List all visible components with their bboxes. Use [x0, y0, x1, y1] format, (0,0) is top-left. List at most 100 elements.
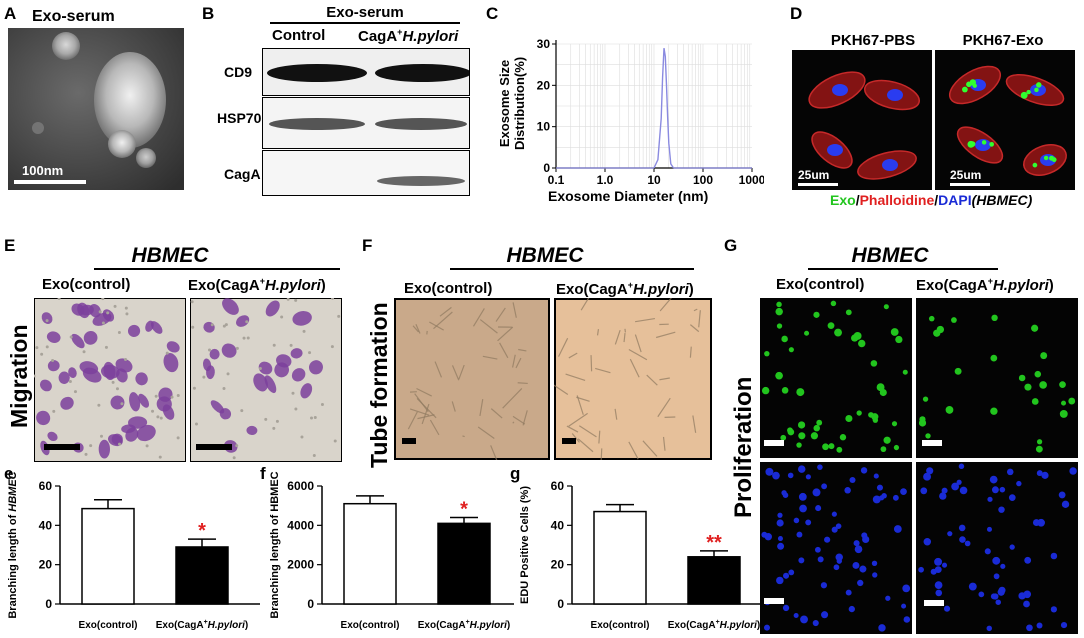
migrated-cell: [206, 365, 215, 380]
nucleus: [995, 599, 1001, 605]
y-tick-label: 0: [557, 597, 564, 611]
panelG-header: HBMEC: [851, 244, 929, 267]
nucleus: [901, 603, 907, 609]
nucleus: [845, 589, 852, 596]
nucleus: [885, 595, 891, 601]
nucleus: [922, 396, 929, 402]
cell-nucleus: [887, 89, 903, 101]
membrane-pore: [124, 357, 128, 361]
tube-cagA-image: [554, 298, 712, 460]
membrane-pore: [125, 312, 129, 316]
tube-branch: [429, 419, 440, 436]
membrane-pore: [309, 416, 313, 420]
nucleus: [861, 532, 868, 539]
nucleus: [926, 467, 934, 475]
tube-branch: [571, 433, 580, 443]
panelG-scale-bar-1: [764, 440, 784, 446]
nucleus: [845, 309, 852, 316]
nucleus: [796, 531, 803, 538]
migrated-cell: [60, 396, 74, 410]
nucleus: [923, 472, 932, 481]
y-tick-label: 2000: [287, 558, 314, 572]
nucleus: [939, 492, 947, 500]
nucleus: [821, 611, 829, 619]
nucleus: [934, 581, 943, 590]
tube-branch: [517, 382, 528, 385]
cell-nucleus: [827, 144, 843, 156]
membrane-pore: [308, 351, 312, 355]
x-tick-label: 1000: [739, 173, 764, 187]
nucleus: [761, 386, 770, 395]
nucleus: [787, 428, 795, 436]
nucleus: [836, 446, 843, 453]
nucleus: [928, 315, 935, 322]
panelE-col1: Exo(control): [42, 276, 131, 293]
membrane-pore: [264, 417, 268, 421]
membrane-pore: [240, 409, 244, 413]
tube-branch: [407, 411, 418, 430]
membrane-pore: [258, 367, 262, 371]
tube-branch: [623, 333, 626, 343]
panelF-scale-bar-2: [562, 438, 576, 444]
nucleus: [1018, 592, 1026, 600]
nucleus: [935, 589, 943, 597]
membrane-pore: [210, 323, 214, 327]
nucleus: [991, 314, 998, 322]
panelD-scale-bar-1: [798, 183, 838, 186]
tube-branch: [451, 365, 460, 381]
nucleus: [1069, 467, 1077, 475]
nucleus: [880, 446, 887, 453]
tube-branch: [415, 324, 421, 334]
nucleus: [984, 548, 991, 555]
tube-branch: [692, 415, 697, 433]
nucleus: [805, 474, 811, 480]
nucleus: [1058, 491, 1066, 499]
membrane-pore: [82, 350, 86, 354]
nucleus: [836, 558, 842, 564]
nucleus: [891, 421, 898, 427]
nucleus: [903, 616, 911, 623]
nucleus: [1036, 470, 1043, 477]
nucleus: [853, 540, 860, 547]
membrane-pore: [115, 387, 119, 391]
y-tick-label: 60: [39, 479, 53, 493]
exosome-dot: [1026, 89, 1031, 95]
nucleus: [925, 433, 931, 439]
migrated-cell: [221, 343, 237, 358]
nucleus: [816, 419, 823, 426]
y-tick-label: 40: [39, 518, 53, 532]
chart-edu: EDU Positive Cells (%) 0 20 40 60 Exo(control…: [519, 479, 760, 631]
tube-branch: [628, 348, 648, 361]
tube-branch: [497, 326, 514, 342]
tube-branch: [495, 307, 506, 322]
panelA-scale-label: 100nm: [22, 163, 64, 178]
nucleus: [839, 434, 847, 441]
migration-control-image: [34, 298, 186, 462]
panelD-scale-bar-2: [950, 183, 990, 186]
x-tick-label: Exo(CagA+H.pylori): [156, 619, 248, 631]
nucleus: [835, 553, 843, 561]
migrated-cell: [121, 424, 136, 434]
tube-branch: [577, 438, 594, 453]
membrane-pore: [245, 320, 249, 324]
nucleus: [781, 335, 788, 343]
membrane-pore: [156, 415, 160, 419]
panelG-header-line: [808, 268, 998, 270]
membrane-pore: [312, 454, 316, 458]
migrated-cell: [138, 393, 150, 408]
blot-cd9: [262, 48, 471, 96]
nucleus: [831, 526, 838, 533]
membrane-pore: [333, 439, 337, 443]
y-axis-label: EDU Positive Cells (%): [519, 486, 531, 604]
tube-branch: [580, 298, 590, 311]
nucleus: [1006, 468, 1014, 476]
nucleus: [780, 434, 787, 441]
migrated-cell: [265, 300, 280, 317]
migrated-cell: [166, 341, 180, 353]
tube-branch: [576, 395, 584, 415]
tube-branch: [439, 306, 452, 317]
nucleus: [1060, 621, 1068, 629]
tube-branch: [512, 302, 517, 318]
panelA-title: Exo-serum: [32, 8, 115, 25]
tube-branch: [412, 325, 419, 333]
